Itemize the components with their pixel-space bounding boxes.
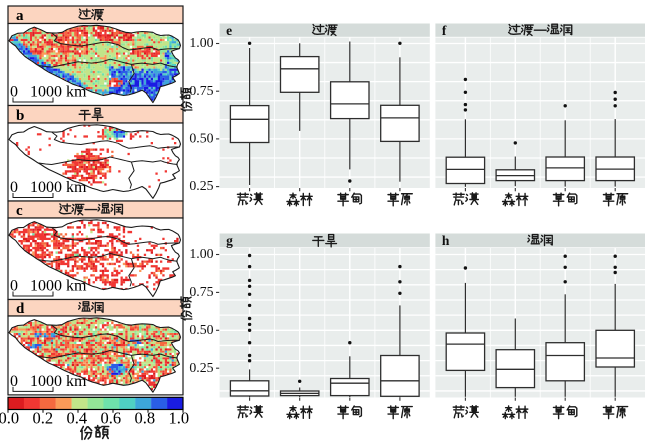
svg-text:0.2: 0.2 <box>32 409 53 428</box>
svg-text:0.0: 0.0 <box>0 409 19 428</box>
svg-text:0.75: 0.75 <box>189 284 213 299</box>
svg-text:0.25: 0.25 <box>189 178 213 193</box>
svg-text:1000 km: 1000 km <box>30 84 87 101</box>
svg-text:0.6: 0.6 <box>100 409 121 428</box>
svg-text:0: 0 <box>10 84 18 101</box>
svg-text:1000 km: 1000 km <box>30 179 87 196</box>
svg-text:a: a <box>16 8 24 24</box>
svg-text:h: h <box>442 233 450 248</box>
svg-text:f: f <box>442 23 447 38</box>
svg-text:b: b <box>16 108 24 124</box>
svg-text:1000 km: 1000 km <box>30 373 87 390</box>
svg-text:0.50: 0.50 <box>189 322 213 337</box>
svg-text:0.50: 0.50 <box>189 131 213 146</box>
svg-text:1000 km: 1000 km <box>30 278 87 295</box>
svg-text:c: c <box>16 203 23 219</box>
svg-text:0: 0 <box>10 278 18 295</box>
svg-text:1.0: 1.0 <box>168 409 189 428</box>
svg-text:1.00: 1.00 <box>189 35 213 50</box>
svg-text:0.8: 0.8 <box>134 409 155 428</box>
svg-text:g: g <box>226 233 233 248</box>
svg-text:0.4: 0.4 <box>66 409 87 428</box>
svg-text:0: 0 <box>10 179 18 196</box>
svg-text:0.25: 0.25 <box>189 360 213 375</box>
svg-text:e: e <box>226 23 232 38</box>
svg-text:0.75: 0.75 <box>189 83 213 98</box>
svg-text:0: 0 <box>10 373 18 390</box>
svg-text:1.00: 1.00 <box>189 246 213 261</box>
svg-text:d: d <box>16 301 25 317</box>
